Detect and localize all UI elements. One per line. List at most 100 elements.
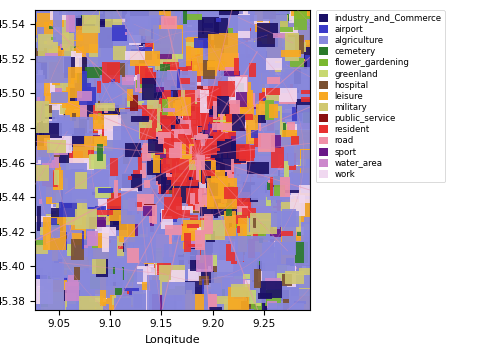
Bar <box>260 111 278 166</box>
Bar <box>188 254 240 289</box>
Bar <box>205 41 256 68</box>
Bar <box>384 78 397 122</box>
Bar <box>191 149 208 158</box>
Bar <box>235 212 252 239</box>
Bar <box>98 198 106 215</box>
Bar <box>166 196 179 217</box>
Bar <box>194 206 198 227</box>
Bar <box>165 254 218 273</box>
Bar <box>110 210 128 221</box>
Bar <box>146 165 164 172</box>
Bar <box>280 3 295 13</box>
Bar <box>159 112 187 138</box>
Bar <box>169 65 197 82</box>
Bar <box>182 131 189 133</box>
Bar <box>328 189 340 204</box>
Bar <box>138 154 142 170</box>
Bar <box>39 138 50 161</box>
Bar <box>140 66 148 85</box>
Bar <box>151 295 171 312</box>
Bar <box>240 176 245 187</box>
Bar <box>152 128 160 132</box>
Bar <box>82 6 100 33</box>
Bar <box>236 207 252 216</box>
Bar <box>60 174 87 189</box>
Bar <box>148 98 170 132</box>
Bar <box>221 117 230 146</box>
Bar <box>173 143 180 157</box>
Bar <box>178 268 198 285</box>
Bar <box>38 154 42 164</box>
Bar <box>210 177 220 183</box>
Bar <box>282 160 294 206</box>
Bar <box>242 235 252 248</box>
Bar <box>44 125 60 166</box>
Bar <box>159 146 166 166</box>
Bar <box>292 0 325 34</box>
Bar <box>304 297 308 312</box>
Bar <box>234 244 248 261</box>
Bar <box>144 67 152 86</box>
Bar <box>180 118 198 133</box>
Bar <box>146 192 153 201</box>
Bar <box>132 82 140 92</box>
Bar <box>228 193 246 221</box>
Bar <box>32 342 43 344</box>
Bar <box>264 163 283 185</box>
Bar <box>166 43 196 69</box>
Bar <box>116 209 117 215</box>
Bar <box>192 157 198 169</box>
Bar <box>242 20 276 72</box>
Bar <box>182 186 198 196</box>
Bar <box>234 105 244 115</box>
Bar <box>270 135 281 148</box>
Bar <box>170 43 202 54</box>
Bar <box>79 57 86 74</box>
Bar <box>173 112 182 128</box>
Bar <box>219 4 239 20</box>
Bar <box>68 96 90 120</box>
Bar <box>184 28 193 37</box>
Bar <box>198 64 235 122</box>
Bar <box>128 192 158 230</box>
Bar <box>165 225 182 235</box>
Bar <box>295 110 308 122</box>
Bar <box>186 148 196 155</box>
Bar <box>192 211 200 213</box>
Bar <box>237 58 252 91</box>
Bar <box>216 340 236 344</box>
Bar <box>164 202 182 215</box>
Bar <box>213 144 222 148</box>
Bar <box>160 139 170 158</box>
Bar <box>146 227 156 248</box>
Bar <box>212 50 223 53</box>
Bar <box>218 32 224 50</box>
Bar <box>178 153 187 173</box>
Bar <box>218 159 244 193</box>
Bar <box>262 137 271 147</box>
Bar <box>211 207 214 221</box>
Bar <box>230 100 240 114</box>
Bar <box>304 142 310 170</box>
Bar <box>98 196 106 214</box>
Bar <box>260 86 273 98</box>
Bar <box>188 174 232 201</box>
Bar <box>94 166 120 203</box>
Bar <box>36 26 56 46</box>
Bar <box>36 292 51 293</box>
Bar <box>266 129 302 147</box>
Bar <box>335 146 342 164</box>
Bar <box>249 95 260 106</box>
Bar <box>102 62 120 83</box>
Bar <box>302 247 316 267</box>
Bar <box>80 222 95 235</box>
Bar <box>205 133 220 144</box>
Bar <box>202 128 203 146</box>
Bar <box>144 125 172 163</box>
Bar <box>284 73 290 92</box>
Bar <box>235 215 247 224</box>
Bar <box>196 252 214 276</box>
Bar <box>150 140 162 142</box>
Bar <box>304 17 311 25</box>
Bar <box>82 36 122 79</box>
